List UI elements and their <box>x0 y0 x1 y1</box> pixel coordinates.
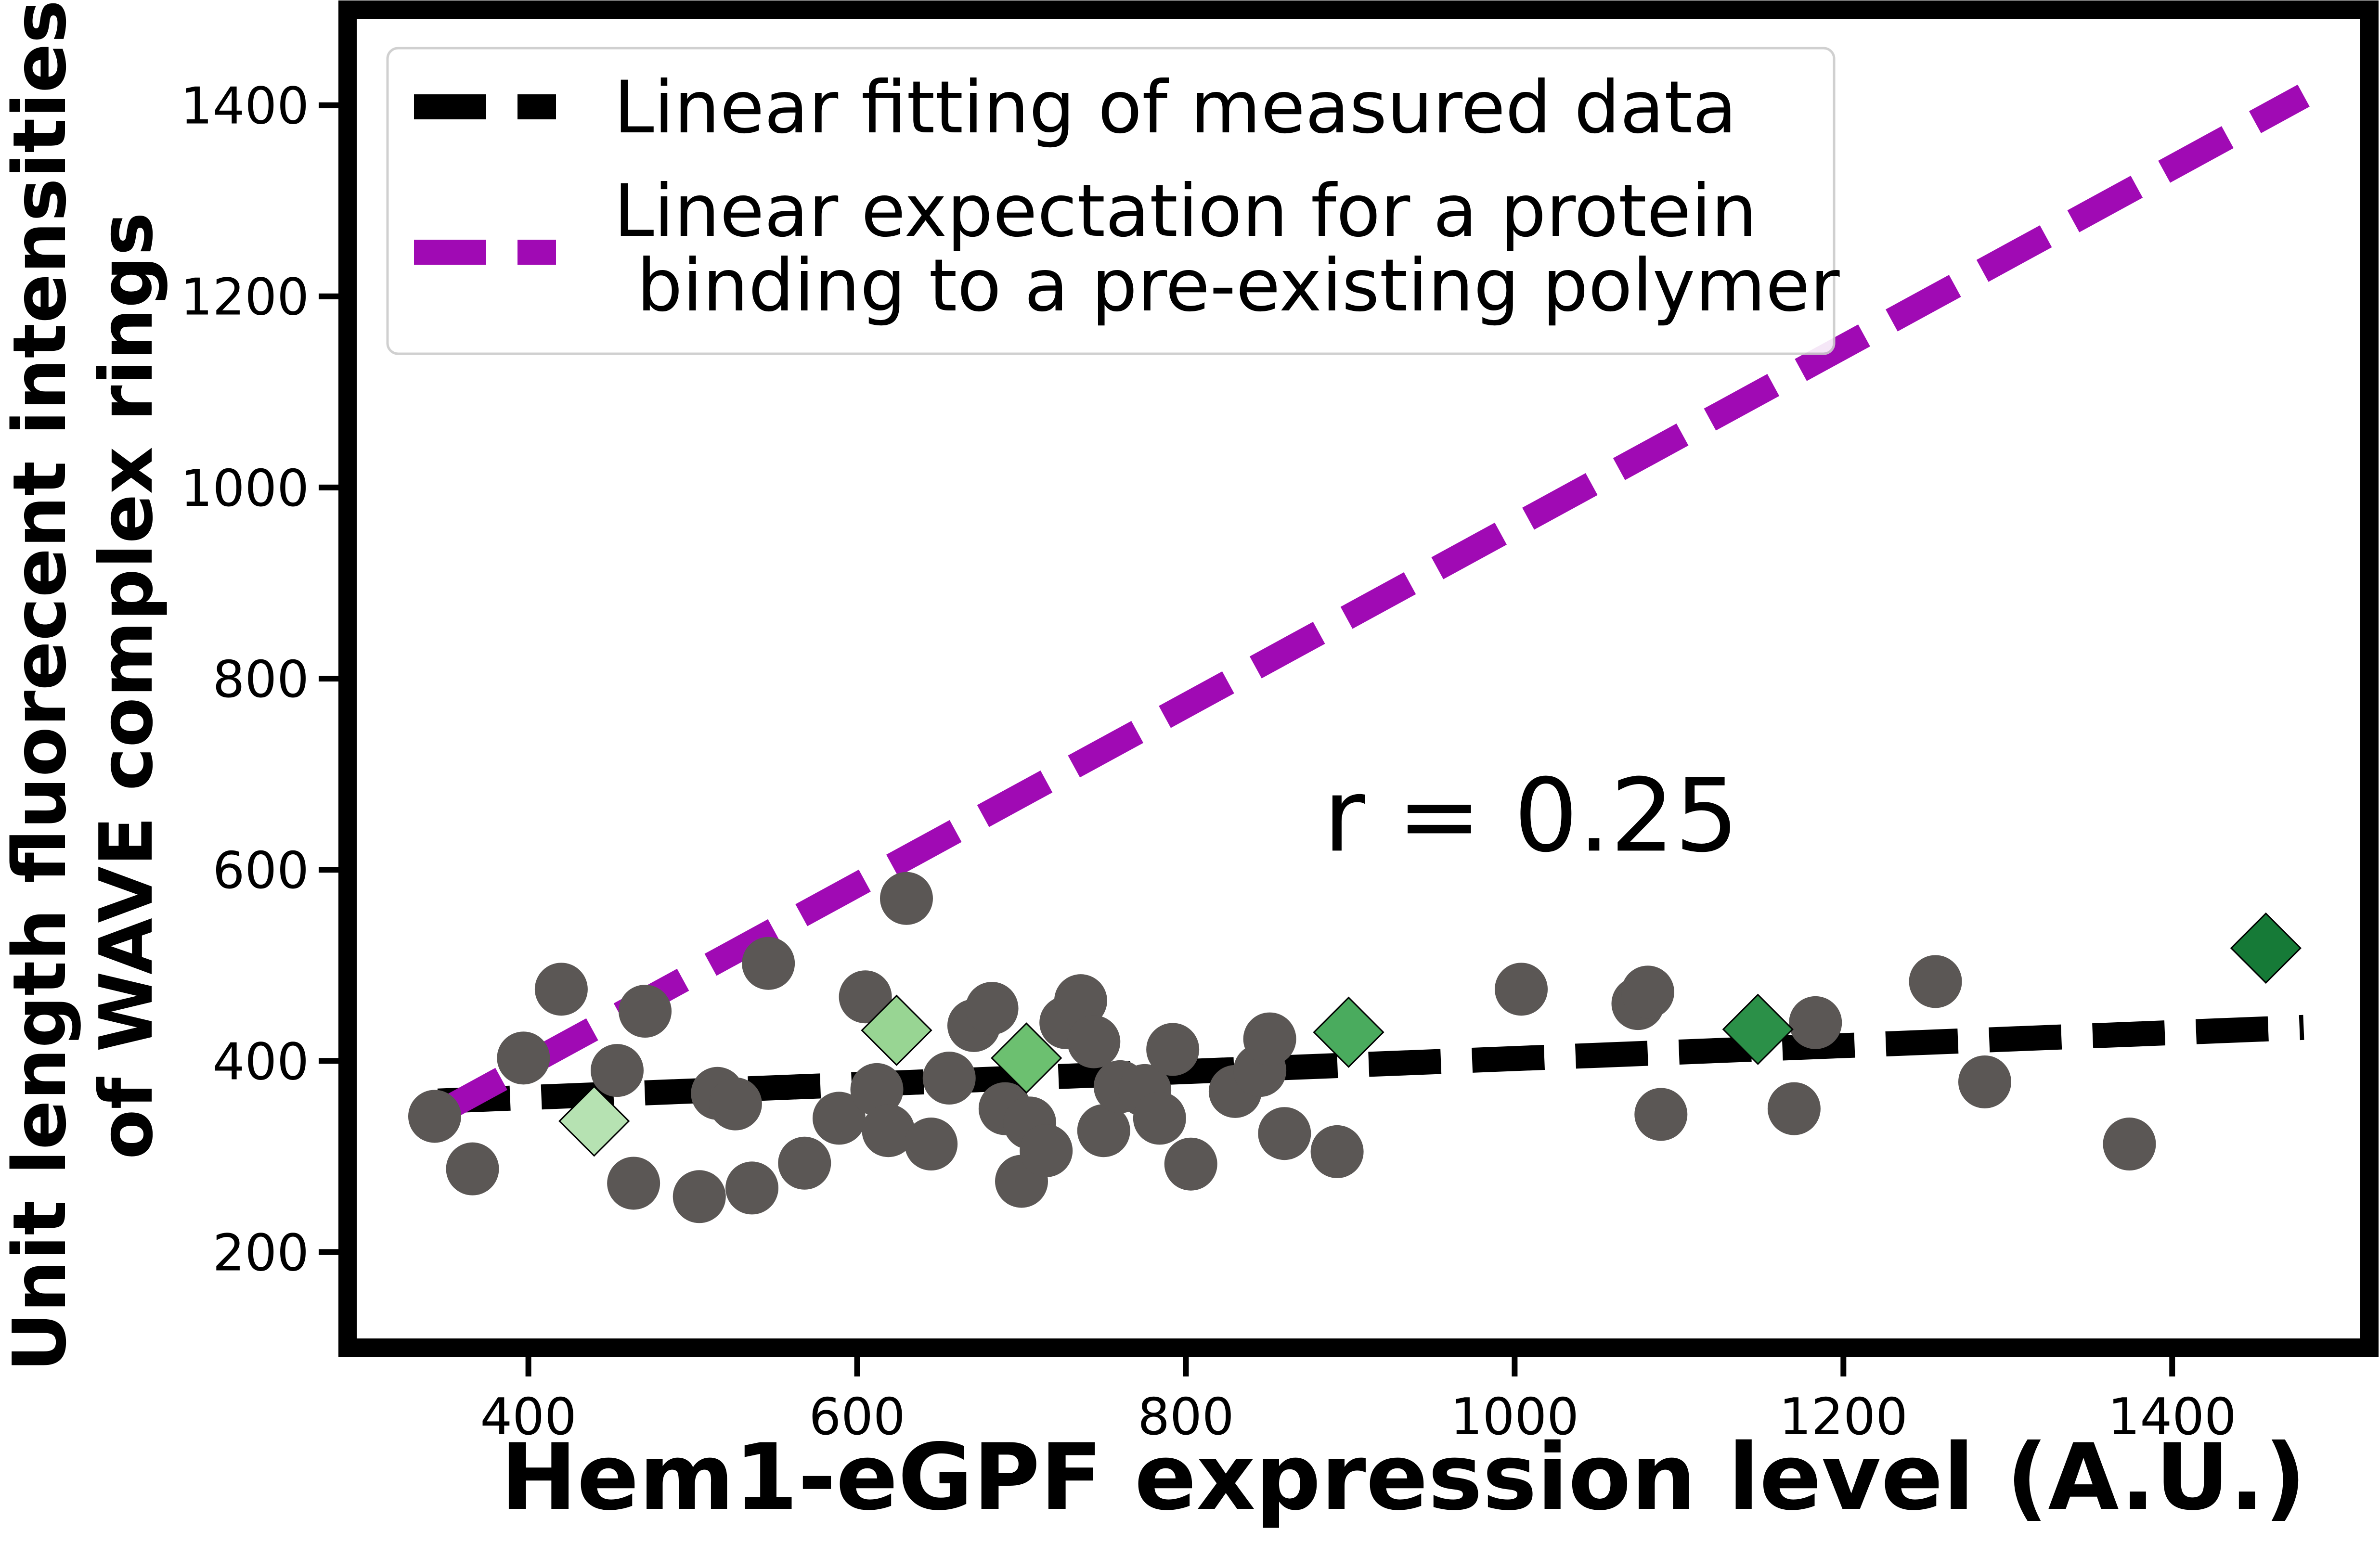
data-point-circle <box>1310 1125 1364 1178</box>
data-point-circle <box>778 1136 831 1190</box>
data-point-circle <box>1634 1088 1688 1141</box>
data-point-circle <box>1909 955 1962 1008</box>
legend-box <box>386 47 1836 355</box>
y-tick-label: 400 <box>213 1032 309 1091</box>
y-axis-title-line-2: of WAVE complex rings <box>84 212 169 1159</box>
y-tick-label: 600 <box>213 841 309 900</box>
data-point-circle <box>709 1077 762 1131</box>
data-point-circle <box>1077 1104 1130 1157</box>
data-point-circle <box>534 963 588 1016</box>
x-tick-label: 1000 <box>1450 1388 1579 1446</box>
y-tick-label: 800 <box>213 650 309 709</box>
legend-label-expectation-line-2: binding to a pre-existing polymer <box>614 244 1840 328</box>
data-point-circle <box>1133 1092 1186 1145</box>
y-axis-title-line-1: Unit length fluorecent intensities <box>0 0 82 1372</box>
data-point-circle <box>742 937 795 990</box>
legend-label-expectation-line-1: Linear expectation for a protein <box>614 169 1757 253</box>
data-point-circle <box>839 970 892 1024</box>
data-point-diamond <box>991 1022 1062 1094</box>
x-tick-label: 1200 <box>1779 1388 1908 1446</box>
x-tick-label: 600 <box>809 1388 905 1446</box>
data-point-circle <box>673 1170 726 1223</box>
y-tick-label: 200 <box>213 1223 309 1282</box>
data-point-circle <box>1067 1015 1121 1068</box>
y-tick-label: 1000 <box>181 459 309 518</box>
data-point-circle <box>880 872 933 925</box>
y-tick-label: 1200 <box>181 268 309 327</box>
data-point-circle <box>725 1161 778 1215</box>
x-tick-label: 800 <box>1138 1388 1234 1446</box>
y-tick-label: 1400 <box>181 77 309 136</box>
data-point-circle <box>1258 1107 1311 1160</box>
data-point-circle <box>862 1104 915 1157</box>
x-axis-title: Hem1-eGPF expression level (A.U.) <box>500 1424 2306 1530</box>
x-tick-label: 400 <box>480 1388 576 1446</box>
data-point-circle <box>408 1090 461 1143</box>
x-tick-label: 1400 <box>2108 1388 2237 1446</box>
data-point-circle <box>607 1157 660 1210</box>
data-point-circle <box>850 1063 904 1116</box>
legend-label-fit: Linear fitting of measured data <box>614 66 1737 150</box>
data-point-circle <box>1789 996 1842 1049</box>
plot-frame <box>338 0 2379 1357</box>
data-point-diamond <box>1313 996 1384 1068</box>
data-point-circle <box>446 1142 499 1196</box>
data-point-circle <box>1054 974 1107 1028</box>
data-point-circle <box>591 1044 644 1097</box>
data-point-circle <box>619 985 672 1038</box>
data-point-circle <box>905 1118 958 1171</box>
data-point-circle <box>1621 965 1674 1019</box>
data-point-circle <box>1243 1012 1296 1066</box>
data-point-circle <box>1495 963 1548 1016</box>
data-point-circle <box>1958 1055 2011 1108</box>
data-point-circle <box>497 1031 550 1085</box>
data-point-circle <box>2103 1118 2156 1171</box>
data-point-diamond <box>2230 912 2302 984</box>
data-point-circle <box>1767 1082 1821 1135</box>
correlation-annotation: r = 0.25 <box>1323 757 1739 874</box>
data-point-circle <box>1164 1137 1217 1191</box>
data-point-circle <box>1146 1023 1200 1076</box>
data-point-diamond <box>558 1085 630 1157</box>
data-point-diamond <box>861 994 932 1066</box>
data-point-circle <box>965 982 1019 1035</box>
data-point-circle <box>922 1052 976 1105</box>
axes: 400 600 800 1000 1200 1400 200 400 600 800 1000 120… <box>181 77 2237 1446</box>
plot-area <box>408 84 2310 1223</box>
data-point-circle <box>1020 1124 1073 1177</box>
data-point-circle <box>812 1092 866 1145</box>
expectation-line <box>432 84 2310 1125</box>
legend: Linear fitting of measured data Linear e… <box>386 47 1840 355</box>
data-point-diamond <box>1722 993 1794 1065</box>
